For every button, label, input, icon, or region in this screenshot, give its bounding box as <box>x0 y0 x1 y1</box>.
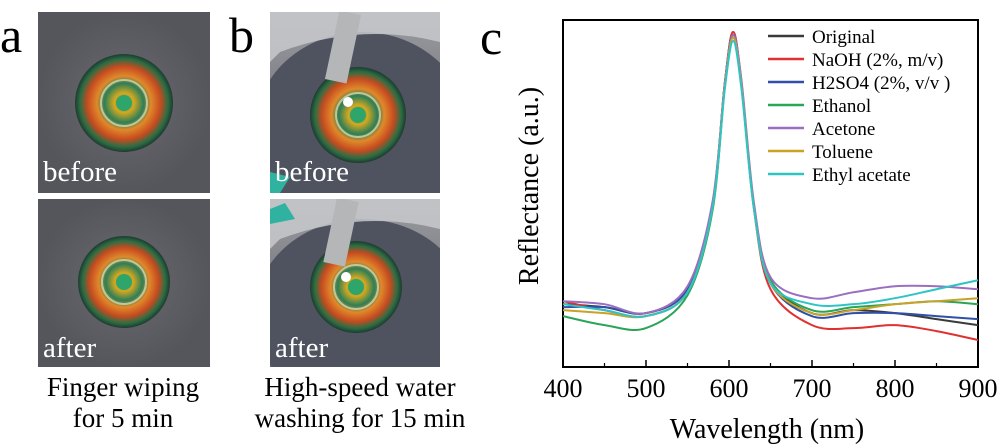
panel-a-after-label: after <box>43 332 97 364</box>
x-tick-label: 600 <box>710 374 749 403</box>
panel-letter-c: c <box>480 9 503 65</box>
legend-label: Toluene <box>812 142 873 163</box>
panel-b-after-label: after <box>275 332 329 364</box>
panel-a-caption-line2: for 5 min <box>72 403 174 433</box>
x-tick-label: 800 <box>876 374 915 403</box>
panel-letter-a: a <box>0 7 23 63</box>
x-tick-label: 900 <box>959 374 998 403</box>
panel-a-before-label: before <box>43 156 118 188</box>
legend-label: Acetone <box>812 119 875 140</box>
x-tick-label: 700 <box>793 374 832 403</box>
panel-a-before-photo: before <box>38 12 210 193</box>
series-line-ethyl-acetate <box>562 39 979 318</box>
panel-letter-b: b <box>229 7 254 63</box>
panel-b-after-photo: after <box>270 199 440 367</box>
panel-b-before-label: before <box>275 156 350 188</box>
x-axis-label: Wavelength (nm) <box>670 414 864 445</box>
legend-label: H2SO4 (2%, v/v ) <box>812 73 950 94</box>
legend-label: NaOH (2%, m/v) <box>812 50 943 71</box>
x-tick-label: 400 <box>544 374 583 403</box>
panel-b-before-photo: before <box>270 12 440 193</box>
panel-a-after-photo: after <box>38 199 210 367</box>
legend-label: Ethanol <box>812 96 871 117</box>
y-axis-label: Reflectance (a.u.) <box>514 87 545 285</box>
panel-b-caption-line1: High-speed water <box>264 372 456 402</box>
panel-b-caption: High-speed water washing for 15 min <box>240 372 480 434</box>
panel-a-caption: Finger wiping for 5 min <box>18 372 228 434</box>
panel-a-caption-line1: Finger wiping <box>46 372 200 402</box>
legend-label: Original <box>812 27 875 48</box>
legend-label: Ethyl acetate <box>812 165 911 186</box>
x-tick-label: 500 <box>627 374 666 403</box>
panel-b-caption-line2: washing for 15 min <box>254 403 466 433</box>
